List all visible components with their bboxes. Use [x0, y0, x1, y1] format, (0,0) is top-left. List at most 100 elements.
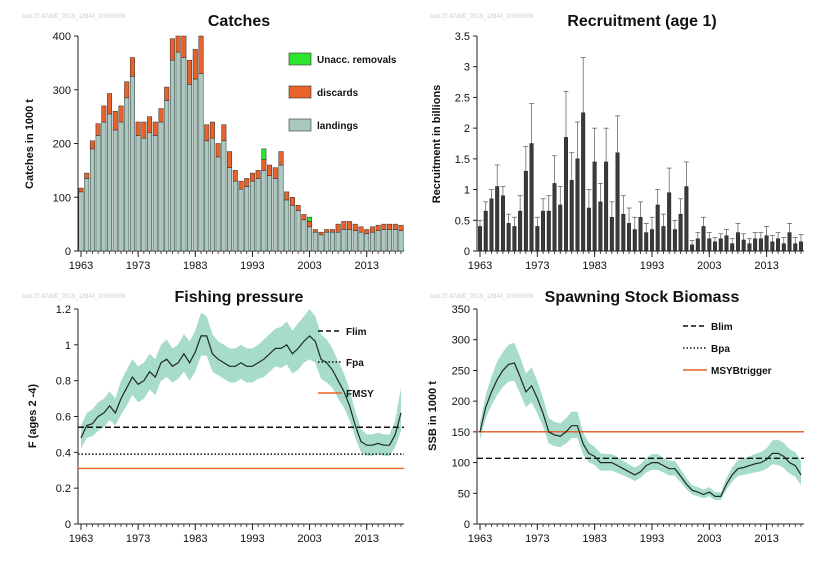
plot-area: [78, 309, 404, 470]
landings-bar: [341, 229, 347, 252]
y-tick-label: 100: [53, 192, 71, 204]
confidence-band: [81, 309, 401, 456]
recruitment-bar: [500, 195, 505, 252]
recruitment-bar: [718, 238, 723, 252]
recruitment-bar: [592, 161, 597, 252]
landings-bar: [364, 233, 370, 252]
y-tick-label: 100: [452, 458, 470, 470]
discards-bar: [141, 121, 147, 139]
y-axis-label: Recruitment in billions: [431, 85, 443, 204]
x-tick-label: 1963: [69, 533, 93, 545]
plot-area: [477, 342, 804, 500]
landings-bar: [198, 73, 204, 252]
landings-bar: [261, 170, 267, 252]
plot-area: [477, 57, 804, 252]
axes: 0 50 100 150 200 250 300 350 1963 1973 1983 1993 200…: [452, 304, 804, 545]
discards-bar: [175, 35, 181, 53]
y-tick-label: 0: [65, 519, 71, 531]
recruitment-bar: [724, 235, 729, 252]
y-tick-label: 1: [464, 185, 470, 197]
recruitment-bar: [546, 210, 551, 252]
landings-bar: [221, 140, 227, 252]
recruitment-bar: [655, 204, 660, 252]
watermark: cod.27.47d20_2019_12940_20190509: [430, 14, 534, 20]
y-tick-label: 300: [53, 85, 71, 97]
chart-title: Catches: [208, 13, 270, 30]
legend-label: MSYBtrigger: [711, 366, 772, 377]
plot-area: [78, 35, 404, 252]
discards-bar: [221, 124, 227, 142]
recruitment-bar: [684, 186, 689, 252]
recruitment-bar: [672, 229, 677, 252]
recruitment-bar: [678, 213, 683, 252]
landings-bar: [187, 84, 193, 252]
landings-bar: [118, 121, 124, 252]
fishing-pressure-panel: cod.27.47d20_2019_12940_20190509 Fishing…: [22, 289, 404, 545]
discards-bar: [375, 224, 381, 231]
landings-bar: [78, 191, 84, 252]
discards-bar: [147, 116, 153, 133]
recruitment-bar: [781, 243, 786, 252]
discards-bar: [352, 223, 358, 231]
y-tick-label: 200: [53, 139, 71, 151]
chart-title: Spawning Stock Biomass: [545, 289, 740, 306]
x-tick-label: 1983: [183, 533, 207, 545]
discards-bar: [295, 205, 301, 211]
y-tick-label: 3.5: [455, 31, 470, 43]
discards-bar: [101, 105, 107, 123]
recruitment-bar: [787, 232, 792, 252]
y-tick-label: 300: [452, 335, 470, 347]
landings-bar: [164, 100, 170, 252]
discards-bar: [381, 223, 387, 230]
discards-bar: [301, 214, 307, 221]
recruitment-bar: [770, 241, 775, 252]
landings-bar: [301, 219, 307, 252]
y-tick-label: 0.4: [56, 447, 71, 459]
recruitment-bar: [690, 244, 695, 252]
discards-bar: [169, 38, 175, 61]
discards-bar: [89, 140, 95, 150]
recruitment-bar: [523, 170, 528, 252]
axes: 0 0.2 0.4 0.6 0.8 1 1.2 1963 1973 1983 1993 2003 201…: [56, 304, 404, 545]
legend-swatch-unaccounted: [288, 52, 312, 66]
recruitment-bar: [649, 229, 654, 252]
recruitment-bar: [535, 226, 540, 252]
landings-bar: [209, 137, 215, 252]
discards-bar: [187, 59, 193, 85]
landings-bar: [107, 113, 113, 252]
x-tick-label: 2003: [697, 533, 721, 545]
y-tick-label: 1.5: [455, 154, 470, 166]
y-axis-label: Catches in 1000 t: [24, 99, 36, 189]
recruitment-bar: [753, 238, 758, 252]
x-tick-label: 2013: [754, 260, 778, 272]
discards-bar: [278, 151, 284, 166]
y-tick-label: 150: [452, 427, 470, 439]
landings-bar: [392, 229, 398, 252]
recruitment-bar: [483, 210, 488, 252]
landings-bar: [255, 178, 261, 252]
x-tick-label: 1993: [640, 533, 664, 545]
landings-bar: [375, 230, 381, 252]
recruitment-bar: [638, 217, 643, 252]
discards-bar: [341, 221, 347, 230]
landings-bar: [232, 180, 238, 252]
recruitment-bar: [489, 198, 494, 252]
recruitment-bar: [632, 229, 637, 252]
legend-swatch-discards: [288, 85, 312, 99]
recruitment-bar: [495, 186, 500, 252]
y-tick-label: 250: [452, 365, 470, 377]
discards-bar: [84, 172, 90, 179]
discards-bar: [392, 223, 398, 230]
landings-bar: [278, 164, 284, 252]
x-tick-label: 2003: [297, 260, 321, 272]
landings-bar: [307, 226, 313, 252]
discards-bar: [227, 151, 233, 168]
watermark: cod.27.47d20_2019_12940_20190509: [22, 294, 126, 300]
x-tick-label: 1983: [582, 260, 606, 272]
x-tick-label: 1963: [69, 260, 93, 272]
y-tick-label: 1.2: [56, 304, 71, 316]
landings-bar: [318, 234, 324, 252]
recruitment-bar: [661, 226, 666, 252]
y-tick-label: 0.8: [56, 376, 71, 388]
recruitment-bar: [581, 112, 586, 252]
